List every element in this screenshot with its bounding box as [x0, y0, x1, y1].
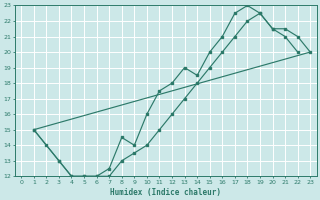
X-axis label: Humidex (Indice chaleur): Humidex (Indice chaleur) [110, 188, 221, 197]
